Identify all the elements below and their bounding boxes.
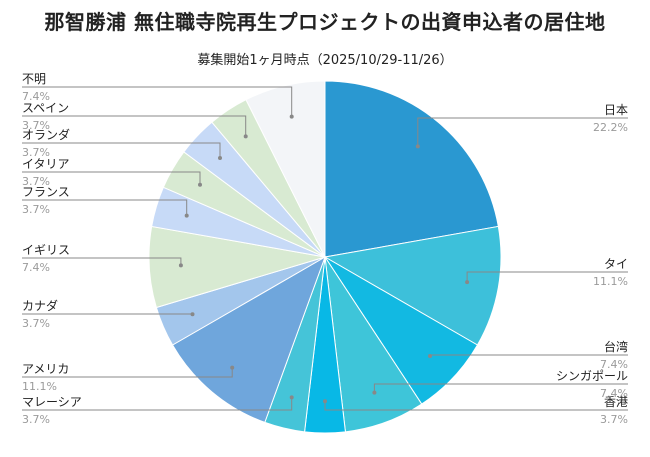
leader-line bbox=[22, 367, 233, 378]
leader-line bbox=[22, 115, 247, 137]
slice-percent: 7.4% bbox=[600, 387, 628, 400]
pie-slice bbox=[323, 225, 502, 346]
pie-slice bbox=[171, 255, 326, 424]
slice-percent: 7.4% bbox=[600, 358, 628, 371]
slice-label: 香港 bbox=[604, 395, 628, 409]
slice-label: アメリカ bbox=[22, 362, 69, 376]
pie-slice bbox=[245, 80, 326, 258]
leader-line bbox=[324, 401, 628, 411]
leader-line bbox=[22, 86, 293, 117]
leader-dot bbox=[218, 156, 222, 160]
slice-label: 不明 bbox=[22, 72, 46, 86]
slice-label: フランス bbox=[22, 185, 70, 199]
slice-percent: 22.2% bbox=[593, 121, 628, 134]
leader-line bbox=[22, 257, 182, 266]
slice-percent: 7.4% bbox=[22, 261, 50, 274]
slice-label: 台湾 bbox=[604, 339, 628, 354]
leader-dot bbox=[230, 365, 235, 370]
slice-label: 日本 bbox=[604, 103, 628, 117]
leader-dot bbox=[184, 213, 189, 218]
slice-percent: 3.7% bbox=[600, 413, 628, 426]
leader-dot bbox=[243, 134, 248, 139]
slice-percent: 3.7% bbox=[22, 119, 50, 132]
leader-dot bbox=[465, 280, 470, 285]
leader-line bbox=[22, 142, 221, 158]
leader-line bbox=[417, 117, 628, 147]
leader-dot bbox=[178, 263, 183, 268]
leader-dot bbox=[190, 312, 195, 317]
leader-line bbox=[466, 271, 628, 283]
leader-dot bbox=[289, 395, 294, 400]
pie-slice bbox=[324, 80, 499, 258]
slice-percent: 11.1% bbox=[22, 380, 57, 393]
leader-dot bbox=[289, 114, 294, 119]
slice-label: カナダ bbox=[22, 298, 58, 313]
leader-dot bbox=[372, 390, 377, 395]
leader-dot bbox=[415, 144, 420, 149]
leader-line bbox=[22, 171, 201, 185]
slice-label: スペイン bbox=[22, 101, 69, 115]
chart-title: 那智勝浦 無住職寺院再生プロジェクトの出資申込者の居住地 bbox=[44, 10, 606, 34]
slice-percent: 3.7% bbox=[22, 203, 50, 216]
slice-label: タイ bbox=[604, 257, 628, 271]
slice-percent: 3.7% bbox=[22, 175, 50, 188]
leader-dot bbox=[198, 182, 202, 187]
leader-dot bbox=[428, 354, 432, 358]
slice-percent: 3.7% bbox=[22, 317, 50, 330]
leader-line bbox=[373, 383, 628, 393]
slice-percent: 11.1% bbox=[593, 275, 628, 288]
chart-subtitle: 募集開始1ヶ月時点（2025/10/29-11/26） bbox=[197, 53, 453, 68]
leader-dot bbox=[323, 399, 327, 404]
slice-label: マレーシア bbox=[22, 395, 82, 409]
slice-percent: 3.7% bbox=[22, 146, 50, 159]
slice-label: オランダ bbox=[22, 127, 70, 142]
leader-line bbox=[22, 397, 293, 411]
slice-percent: 3.7% bbox=[22, 413, 50, 426]
slice-label: シンガポール bbox=[556, 369, 628, 383]
leader-line bbox=[22, 199, 188, 216]
slice-label: イタリア bbox=[22, 157, 70, 171]
slice-label: イギリス bbox=[22, 243, 70, 257]
slice-percent: 7.4% bbox=[22, 90, 50, 103]
